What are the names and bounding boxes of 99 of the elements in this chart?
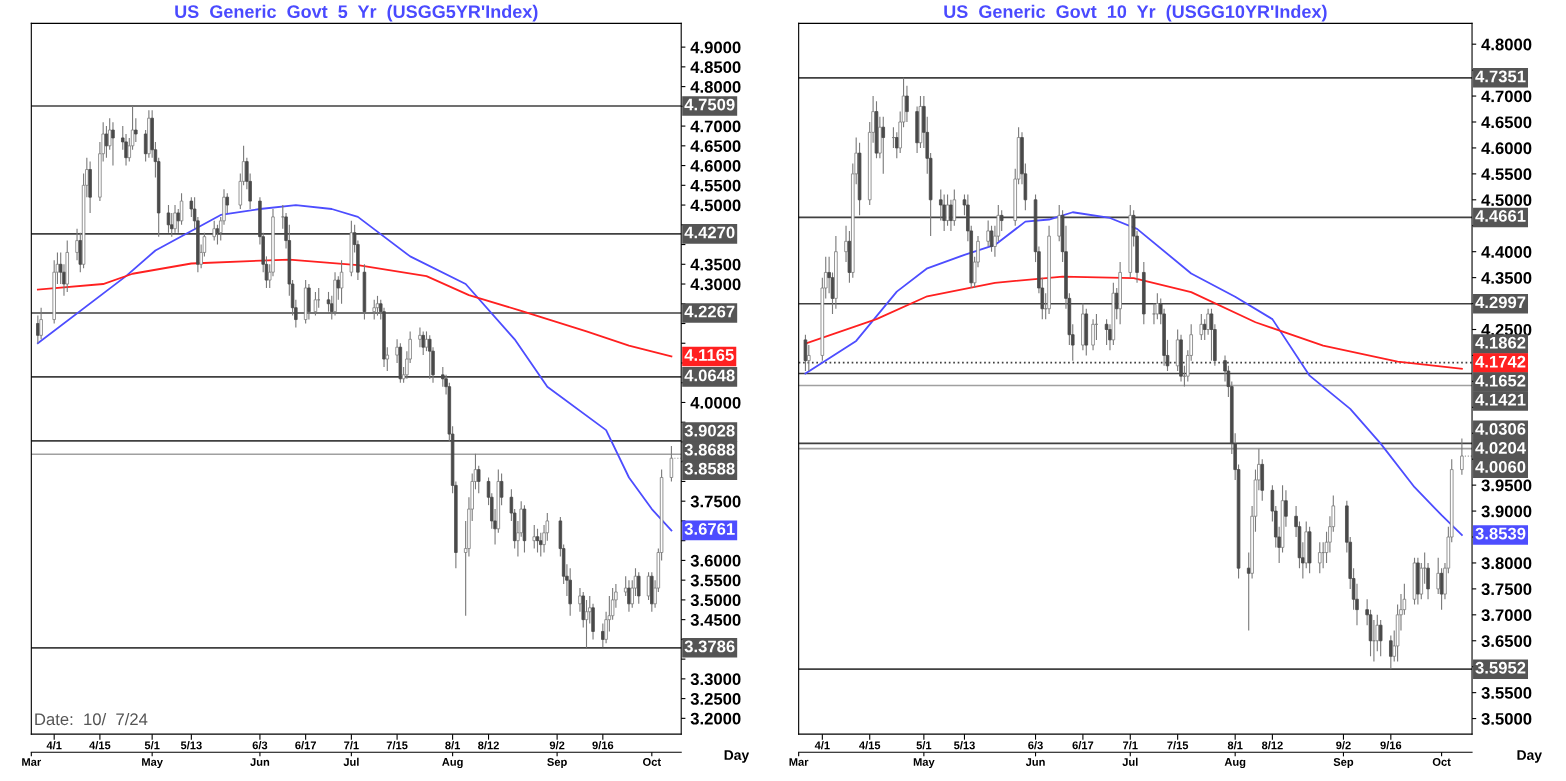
x-tick-label: 8/12 [478,741,499,750]
x2-tick-label: Jun [250,758,270,766]
y-tick-label: 4.7000 [1481,90,1532,103]
x-tick-label: 7/1 [1123,741,1138,750]
x-tick-label: 5/1 [144,741,160,750]
y-tick-label: 3.5000 [690,594,741,607]
y-tick-label: 3.3000 [690,673,741,686]
annotation: Date: 10/ 7/24 [35,712,148,726]
x-tick-label: 6/17 [1072,741,1094,750]
data-label: 4.1165 [684,349,734,361]
y-tick-label: 3.9500 [1481,479,1532,492]
x2-tick-label: Mar [22,758,42,766]
ref-line-label: 4.2997 [1475,296,1526,309]
x-tick-label: 5/13 [954,741,975,750]
y-tick-label: 4.8000 [690,81,741,93]
annotation: 3.8588 [684,462,735,475]
data-label: 3.8539 [1475,527,1526,540]
ref-line-label: 4.7509 [684,98,735,111]
x-axis-title: Day [1517,750,1542,763]
x2-tick-label: Aug [442,758,463,769]
ref-line-label: 4.4661 [1475,210,1526,222]
y-tick-label: 3.9000 [1481,505,1532,518]
x2-tick-label: Mar [789,758,809,766]
x2-tick-label: Aug [1224,758,1246,769]
x2-tick-label: Jul [343,757,359,766]
y-tick-label: 3.7500 [1481,583,1532,596]
y-tick-label: 4.0000 [690,396,741,409]
x-tick-label: 8/1 [1227,741,1243,750]
y-tick-label: 3.7500 [690,495,741,508]
chart-title: US Generic Govt 5 Yr (USGG5YR'Index) [175,4,538,22]
y-tick-label: 4.9000 [690,41,741,54]
x2-tick-label: Sep [547,758,567,769]
data-label: 3.6761 [684,523,735,535]
ref-line-label: 4.4270 [684,226,735,239]
y-tick-label: 3.2500 [690,693,741,705]
y-tick-label: 3.5500 [690,574,741,587]
x-tick-label: 7/1 [344,741,359,750]
y-tick-label: 3.2000 [690,712,741,725]
x2-tick-label: Jul [1122,757,1138,766]
y-tick-label: 4.6000 [690,159,741,172]
y-tick-label: 4.8000 [1481,38,1532,51]
y-tick-label: 4.3500 [690,258,741,271]
ref-line-label: 3.9028 [684,424,735,437]
y-tick-label: 4.5000 [690,199,741,212]
x-tick-label: 9/2 [1336,741,1351,750]
x-tick-label: 4/15 [89,741,111,750]
y-tick-label: 3.5500 [1481,687,1532,699]
x-tick-label: 4/1 [46,741,62,750]
y-tick-label: 3.4500 [690,614,741,626]
y-tick-label: 3.8000 [1481,557,1532,570]
y-tick-label: 3.6000 [690,554,741,567]
x-tick-label: 4/1 [814,741,830,750]
y-tick-label: 4.3500 [1481,272,1532,284]
y-tick-label: 4.3000 [690,278,741,291]
x-tick-label: 6/3 [1028,741,1043,750]
x-tick-label: 8/12 [1261,741,1283,750]
y-tick-label: 4.8500 [690,61,741,74]
x-tick-label: 6/17 [295,741,316,750]
ref-line-label: 3.3786 [684,640,735,653]
x2-tick-label: May [142,758,163,769]
y-tick-label: 4.4000 [1481,246,1532,258]
ref-line-label: 3.8688 [684,443,735,456]
chart-title: US Generic Govt 10 Yr (USGG10YR'Index) [944,4,1327,22]
y-tick-label: 4.5500 [690,179,741,192]
data-label: 4.1742 [1475,355,1526,368]
x-tick-label: 9/16 [1380,741,1402,750]
ref-line-label: 3.5952 [1475,661,1526,674]
ref-line-label: 4.1421 [1475,393,1526,406]
y-tick-label: 4.6000 [1481,142,1532,155]
y-tick-label: 4.7000 [690,120,741,133]
ref-line-label: 4.1652 [1475,374,1526,387]
ref-line-label: 4.0648 [684,369,735,382]
x-tick-label: 9/16 [592,741,614,750]
y-tick-label: 3.5000 [1481,712,1532,725]
x-tick-label: 5/13 [180,741,202,750]
ref-line-label: 4.0204 [1475,442,1526,454]
y-tick-label: 3.7000 [1481,609,1532,622]
y-tick-label: 4.5000 [1481,194,1532,207]
x-tick-label: 6/3 [252,741,268,750]
x-tick-label: 8/1 [445,741,461,750]
x-tick-label: 5/1 [916,741,932,750]
x-axis-title: Day [724,750,750,763]
x2-tick-label: Oct [1432,758,1451,766]
x-tick-label: 7/15 [1167,741,1189,750]
y-tick-label: 4.5500 [1481,168,1532,181]
x-tick-label: 4/15 [859,741,881,750]
x2-tick-label: May [913,758,935,769]
y-tick-label: 4.6500 [1481,116,1532,129]
x2-tick-label: Sep [1333,758,1354,769]
annotation: 4.0060 [1475,461,1526,473]
x2-tick-label: Jun [1025,758,1045,766]
ref-line-label: 4.7351 [1475,70,1526,83]
y-tick-label: 3.6500 [1481,635,1532,647]
ref-line-label: 4.2267 [684,305,735,318]
x-tick-label: 9/2 [549,741,565,750]
x-tick-label: 7/15 [386,741,408,750]
x2-tick-label: Oct [643,758,661,766]
ref-line-label: 4.0306 [1475,423,1526,435]
y-tick-label: 4.6500 [690,140,741,153]
